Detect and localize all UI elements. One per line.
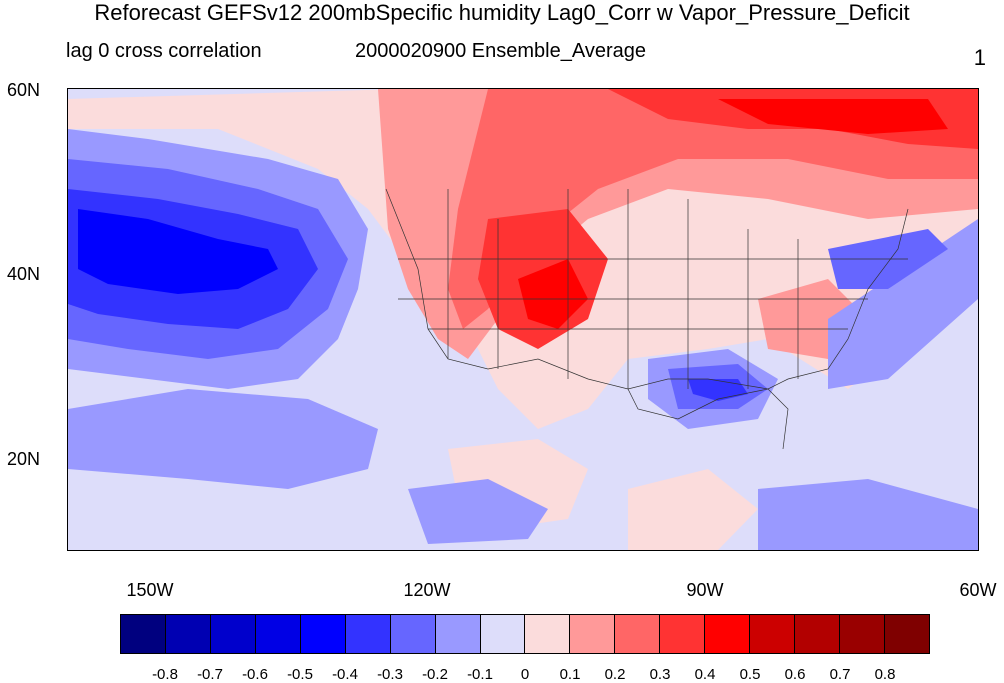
colorbar-swatch (255, 615, 301, 653)
colorbar-swatch (300, 615, 346, 653)
colorbar-tick-label: -0.8 (152, 666, 178, 683)
colorbar-swatch (210, 615, 256, 653)
colorbar-tick-label: -0.6 (242, 666, 268, 683)
colorbar-swatch (165, 615, 211, 653)
colorbar-swatch (390, 615, 436, 653)
colorbar-tick-label: 0.2 (604, 666, 626, 683)
colorbar-tick-label: 0 (520, 666, 530, 683)
lon-label-90w: 90W (686, 580, 724, 600)
colorbar-swatch (480, 615, 526, 653)
colorbar-tick-label: 0.1 (559, 666, 581, 683)
lon-label-60w: 60W (959, 580, 997, 600)
colorbar-swatch (840, 615, 885, 653)
colorbar-swatch (570, 615, 616, 653)
plot-title: Reforecast GEFSv12 200mbSpecific humidit… (94, 0, 910, 25)
lon-label-150w: 150W (126, 580, 174, 600)
colorbar-swatch (660, 615, 706, 653)
colorbar-swatch (705, 615, 751, 653)
colorbar (120, 614, 930, 654)
lat-label-20n: 20N (6, 449, 40, 469)
colorbar-swatch (345, 615, 391, 653)
colorbar-tick-label: -0.4 (332, 666, 358, 683)
lon-label-120w: 120W (403, 580, 451, 600)
right-label: 1 (973, 45, 986, 70)
colorbar-tick-label: 0.3 (649, 666, 671, 683)
colorbar-tick-label: 0.5 (739, 666, 761, 683)
colorbar-swatch (525, 615, 571, 653)
colorbar-tick-label: 0.4 (694, 666, 716, 683)
colorbar-tick-label: -0.1 (467, 666, 493, 683)
center-subtitle: 2000020900 Ensemble_Average (355, 40, 646, 62)
colorbar-swatch (435, 615, 481, 653)
colorbar-swatch (615, 615, 661, 653)
lat-label-40n: 40N (6, 264, 40, 284)
correlation-map (67, 88, 979, 551)
colorbar-swatch (121, 615, 166, 653)
lat-label-60n: 60N (6, 80, 40, 100)
map-contours (68, 89, 978, 550)
colorbar-swatch (884, 615, 929, 653)
colorbar-tick-label: 0.8 (874, 666, 896, 683)
left-subtitle: lag 0 cross correlation (66, 40, 262, 62)
colorbar-tick-label: -0.3 (377, 666, 403, 683)
colorbar-tick-label: 0.7 (829, 666, 851, 683)
colorbar-tick-label: -0.2 (422, 666, 448, 683)
colorbar-tick-label: -0.7 (197, 666, 223, 683)
colorbar-tick-label: 0.6 (784, 666, 806, 683)
colorbar-swatch (750, 615, 796, 653)
colorbar-swatch (795, 615, 840, 653)
colorbar-tick-label: -0.5 (287, 666, 313, 683)
